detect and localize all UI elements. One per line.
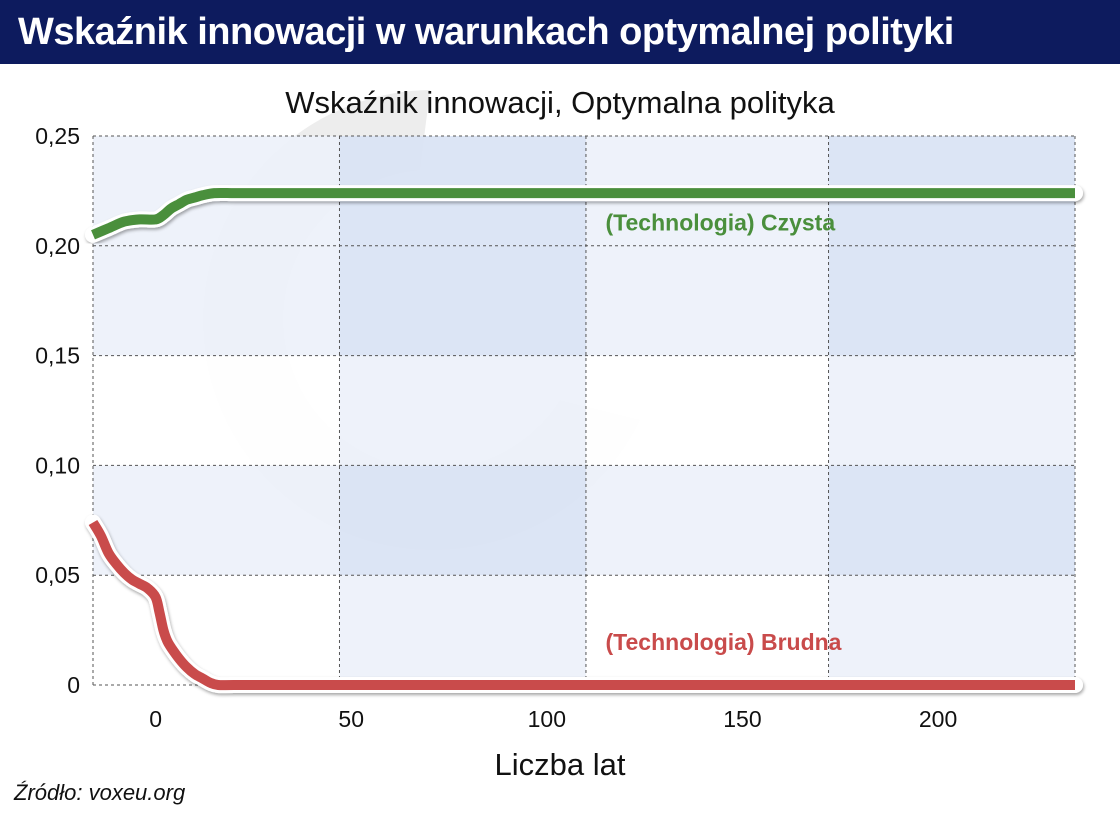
page-title: Wskaźnik innowacji w warunkach optymalne… (18, 11, 954, 53)
title-bar: Wskaźnik innowacji w warunkach optymalne… (0, 0, 1120, 64)
x-axis-label: Liczba lat (495, 747, 626, 780)
y-tick-label: 0 (67, 672, 80, 698)
background-band (828, 575, 1075, 685)
background-band (828, 355, 1075, 466)
series-brudna (85, 514, 1083, 694)
background-band (828, 245, 1075, 356)
background-band (93, 245, 340, 356)
source-note: Źródło: voxeu.org (14, 780, 186, 805)
y-tick-label: 0,25 (35, 123, 80, 149)
series-czysta (85, 184, 1083, 243)
y-tick-label: 0,15 (35, 343, 80, 369)
background-band (585, 245, 829, 356)
x-axis: 0 50 100 150 200 (149, 706, 957, 732)
x-tick-label: 200 (919, 706, 957, 732)
background-band (339, 355, 586, 466)
series-annotation: (Technologia) Brudna (606, 629, 842, 655)
background-band (585, 465, 829, 576)
series-group (85, 184, 1083, 694)
x-tick-label: 50 (338, 706, 364, 732)
annotations: (Technologia) Czysta (Technologia) Brudna (606, 209, 842, 654)
series-line (91, 187, 1075, 240)
background-band (93, 575, 340, 685)
background-band (93, 465, 340, 576)
background-bands (93, 136, 1075, 685)
x-tick-label: 0 (149, 706, 162, 732)
chart-title: Wskaźnik innowacji, Optymalna polityka (285, 85, 835, 120)
background-band (339, 575, 586, 685)
line-chart: Wskaźnik innowacji, Optymalna polityka 0… (35, 85, 1083, 780)
background-band (339, 465, 586, 576)
y-tick-label: 0,05 (35, 562, 80, 588)
background-band (93, 355, 340, 466)
background-band (339, 245, 586, 356)
background-band (585, 355, 829, 466)
x-tick-label: 150 (723, 706, 761, 732)
y-tick-label: 0,10 (35, 452, 80, 478)
series-line (88, 519, 1075, 691)
x-tick-label: 100 (528, 706, 566, 732)
background-band (585, 575, 829, 685)
y-tick-label: 0,20 (35, 233, 80, 259)
background-band (828, 465, 1075, 576)
series-annotation: (Technologia) Czysta (606, 209, 836, 235)
y-axis: 0 0,05 0,10 0,15 0,20 0,25 (35, 123, 80, 698)
